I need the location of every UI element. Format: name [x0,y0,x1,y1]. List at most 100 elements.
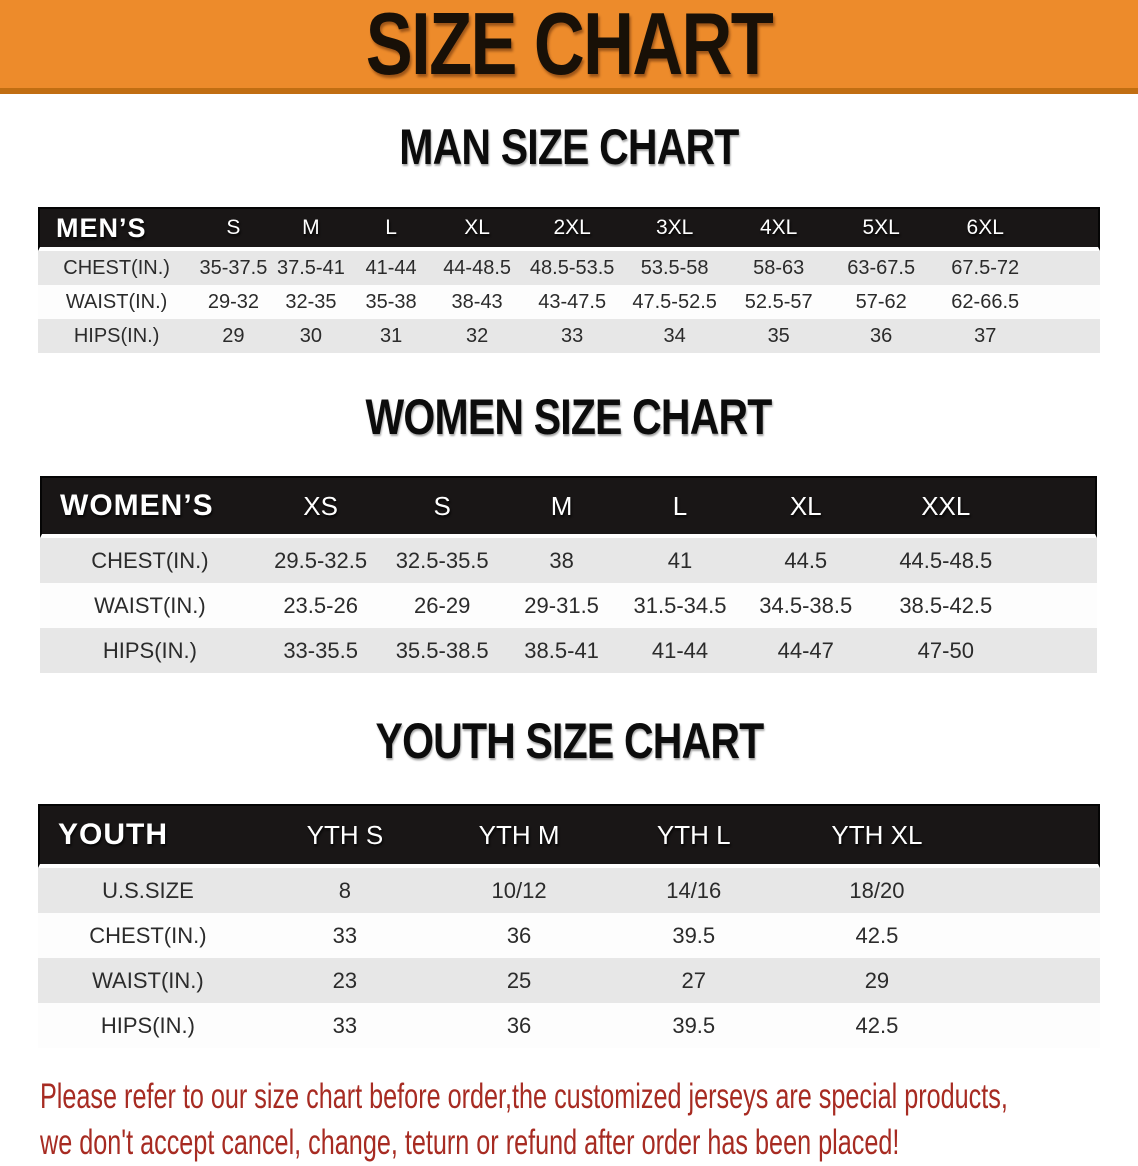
row-spacer [972,958,1100,1003]
header-spacer [1038,207,1100,251]
size-value-cell: 29.5-32.5 [259,538,382,583]
size-value-cell: 37 [932,319,1039,353]
women-size-table: WOMEN’S XS S M L XL XXL CHEST(IN.) 29.5-32.5 32… [40,476,1097,673]
women-table-corner-label: WOMEN’S [40,476,260,538]
size-value-cell: 41-44 [620,628,740,673]
size-value-cell: 31 [350,319,432,353]
women-section-heading-text: WOMEN SIZE CHART [366,389,773,445]
column-header-xs: XS [259,476,382,538]
row-label: CHEST(IN.) [38,251,196,285]
men-table-corner-label: MEN’S [38,207,196,251]
youth-table-header-row: YOUTH YTH S YTH M YTH L YTH XL [38,804,1100,868]
row-label: WAIST(IN.) [38,958,258,1003]
disclaimer: Please refer to our size chart before or… [40,1074,1138,1166]
size-value-cell: 43-47.5 [522,285,623,319]
row-spacer [972,1003,1100,1048]
size-value-cell: 29 [195,319,272,353]
column-header-xl: XL [431,207,523,251]
size-value-cell: 52.5-57 [727,285,831,319]
column-header-yth-s: YTH S [257,804,432,868]
size-value-cell: 36 [431,1003,607,1048]
size-value-cell: 44.5 [739,538,872,583]
table-row: WAIST(IN.) 29-32 32-35 35-38 38-43 43-47.5 47.… [38,285,1100,319]
column-header-3xl: 3XL [622,207,728,251]
size-value-cell: 38.5-42.5 [871,583,1020,628]
size-value-cell: 42.5 [781,1003,973,1048]
size-value-cell: 44-47 [739,628,872,673]
size-value-cell: 29 [781,958,973,1003]
column-header-s: S [195,207,272,251]
size-value-cell: 8 [257,868,432,913]
size-value-cell: 53.5-58 [622,251,728,285]
column-header-xl: XL [739,476,872,538]
youth-table-corner-label: YOUTH [38,804,258,868]
size-value-cell: 18/20 [781,868,973,913]
size-value-cell: 38-43 [431,285,523,319]
size-value-cell: 23.5-26 [259,583,382,628]
size-value-cell: 35-38 [350,285,432,319]
size-value-cell: 57-62 [830,285,933,319]
column-header-yth-l: YTH L [606,804,782,868]
row-spacer [1019,538,1097,583]
size-value-cell: 29-32 [195,285,272,319]
size-value-cell: 34 [622,319,728,353]
page-title: SIZE CHART [365,0,774,93]
size-value-cell: 47.5-52.5 [622,285,728,319]
column-header-m: M [271,207,351,251]
column-header-5xl: 5XL [830,207,933,251]
row-spacer [1019,628,1097,673]
row-label: HIPS(IN.) [38,319,196,353]
size-value-cell: 62-66.5 [932,285,1039,319]
column-header-4xl: 4XL [727,207,831,251]
table-row: CHEST(IN.) 33 36 39.5 42.5 [38,913,1100,958]
size-value-cell: 36 [431,913,607,958]
row-label: WAIST(IN.) [38,285,196,319]
table-row: CHEST(IN.) 29.5-32.5 32.5-35.5 38 41 44.5 44.5… [40,538,1097,583]
size-value-cell: 58-63 [727,251,831,285]
size-value-cell: 27 [606,958,782,1003]
table-row: HIPS(IN.) 33 36 39.5 42.5 [38,1003,1100,1048]
column-header-2xl: 2XL [522,207,623,251]
header-spacer [972,804,1100,868]
table-row: U.S.SIZE 8 10/12 14/16 18/20 [38,868,1100,913]
size-value-cell: 35-37.5 [195,251,272,285]
column-header-xxl: XXL [871,476,1020,538]
size-value-cell: 39.5 [606,913,782,958]
size-value-cell: 47-50 [871,628,1020,673]
youth-size-table: YOUTH YTH S YTH M YTH L YTH XL U.S.SIZE 8 10/… [38,804,1100,1048]
table-row: HIPS(IN.) 29 30 31 32 33 34 35 36 37 [38,319,1100,353]
size-value-cell: 35.5-38.5 [381,628,503,673]
women-table-header-row: WOMEN’S XS S M L XL XXL [40,476,1097,538]
row-label: WAIST(IN.) [40,583,260,628]
size-value-cell: 63-67.5 [830,251,933,285]
row-spacer [1038,285,1100,319]
row-spacer [1019,583,1097,628]
row-spacer [1038,319,1100,353]
size-value-cell: 44.5-48.5 [871,538,1020,583]
women-section-heading: WOMEN SIZE CHART [0,389,1138,458]
men-table-header-row: MEN’S S M L XL 2XL 3XL 4XL 5XL 6XL [38,207,1100,251]
size-value-cell: 34.5-38.5 [739,583,872,628]
row-label: HIPS(IN.) [38,1003,258,1048]
row-spacer [972,868,1100,913]
column-header-6xl: 6XL [932,207,1039,251]
size-value-cell: 38.5-41 [502,628,621,673]
size-value-cell: 33 [257,1003,432,1048]
size-value-cell: 35 [727,319,831,353]
table-row: CHEST(IN.) 35-37.5 37.5-41 41-44 44-48.5 48.5… [38,251,1100,285]
men-section-heading: MAN SIZE CHART [0,120,1138,187]
column-header-s: S [381,476,503,538]
size-value-cell: 26-29 [381,583,503,628]
disclaimer-line-1: Please refer to our size chart before or… [40,1077,1008,1116]
size-value-cell: 30 [271,319,351,353]
size-value-cell: 48.5-53.5 [522,251,623,285]
banner: SIZE CHART [0,0,1138,94]
size-value-cell: 32-35 [271,285,351,319]
size-value-cell: 38 [502,538,621,583]
disclaimer-line-2: we don't accept cancel, change, teturn o… [40,1123,900,1162]
size-value-cell: 42.5 [781,913,973,958]
size-value-cell: 32.5-35.5 [381,538,503,583]
size-value-cell: 37.5-41 [271,251,351,285]
youth-section-heading-text: YOUTH SIZE CHART [375,713,764,769]
